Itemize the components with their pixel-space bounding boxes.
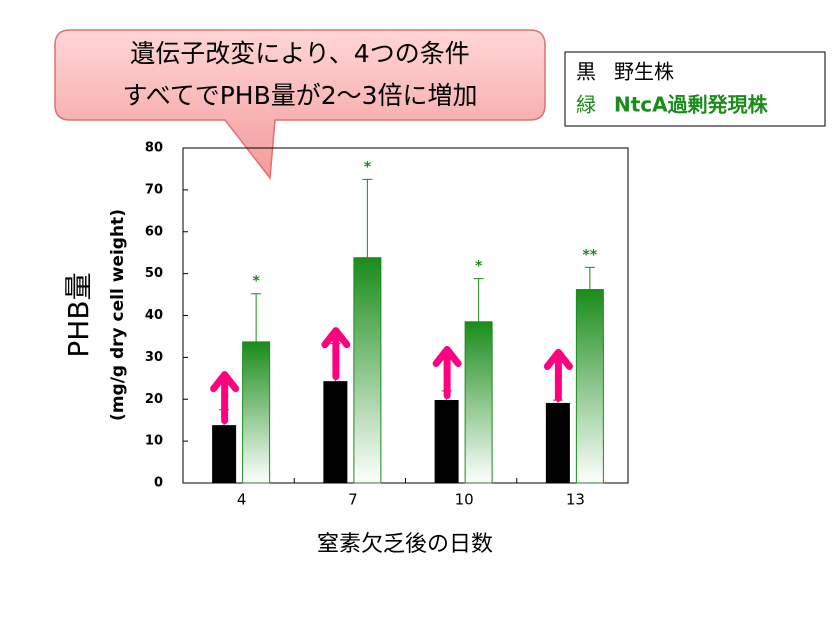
significance-mark: * [252,274,260,290]
arrow [210,371,240,425]
y-tick-label: 70 [145,182,163,197]
x-tick-label: 4 [237,491,247,509]
y-tick-label: 30 [145,350,163,365]
legend-color-label: 緑 [576,93,596,117]
significance-mark: ** [583,247,598,263]
bar [434,400,459,484]
bar [353,257,382,484]
x-tick-label: 10 [455,491,474,509]
arrow [432,346,462,400]
y-tick-label: 60 [145,224,163,239]
bar [464,321,493,484]
legend-label: 野生株 [614,60,674,84]
bar [323,381,348,484]
y-tick-label: 40 [145,308,163,323]
error-bar [251,293,262,342]
x-tick-label: 13 [566,491,585,509]
bar [242,341,271,484]
legend-label: NtcA過剰発現株 [614,93,769,117]
bar [545,402,570,484]
y-tick-label: 80 [145,141,163,156]
y-tick-label: 20 [145,392,163,407]
arrow [321,327,351,381]
error-bar [473,278,484,322]
bar [575,289,604,484]
y-axis-label: PHB量 [62,272,95,357]
significance-mark: * [364,159,372,175]
y-tick-label: 50 [145,266,163,281]
bar [212,425,237,484]
x-axis-label: 窒素欠乏後の日数 [317,532,493,557]
y-tick-label: 0 [154,476,163,491]
callout-box [54,29,546,180]
error-bar [362,178,373,258]
callout-line: すべてでPHB量が2～3倍に増加 [122,81,477,110]
error-bar [584,266,595,290]
y-tick-label: 10 [145,434,163,449]
y-axis-unit: (mg/g dry cell weight) [108,209,128,421]
x-tick-label: 7 [348,491,358,509]
significance-mark: * [475,259,483,275]
callout-line: 遺伝子改変により、4つの条件 [130,39,469,68]
arrow [543,348,573,402]
legend-box [564,51,826,127]
legend-color-label: 黒 [576,60,596,84]
